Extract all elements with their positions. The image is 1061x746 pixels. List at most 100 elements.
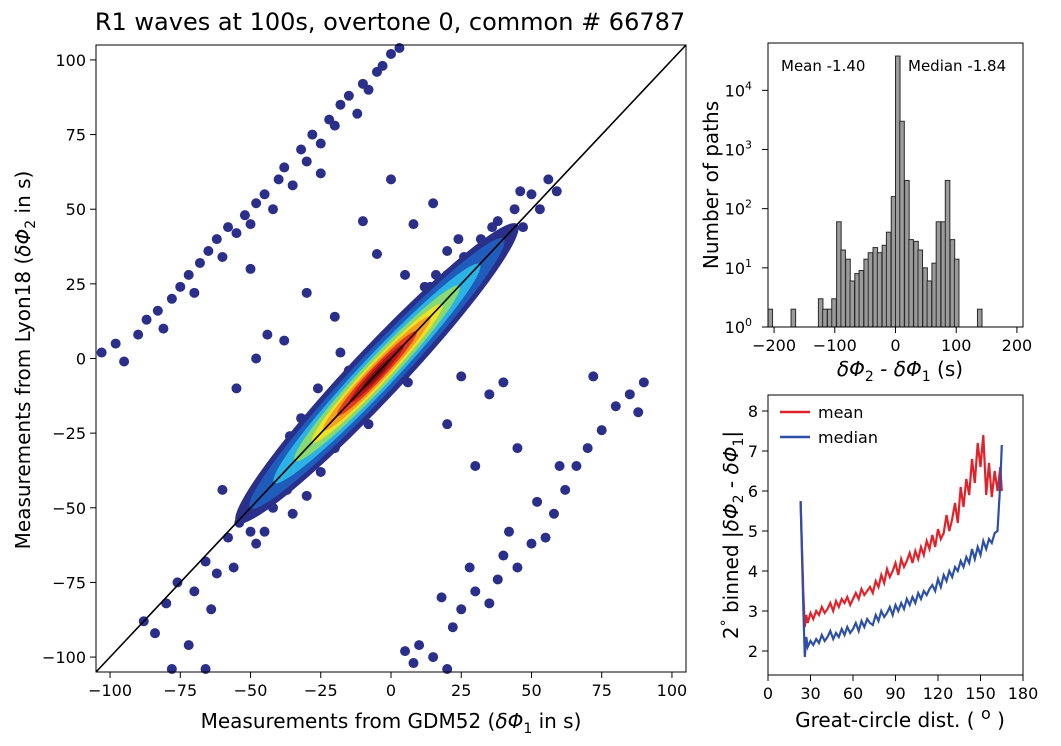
histogram-bar: [849, 280, 856, 328]
y-tick-label: 5: [748, 522, 758, 541]
scatter-point: [228, 562, 239, 573]
scatter-point: [453, 234, 464, 245]
main-y-ticks: −100 −75 −50 −25 0 25 50 75 100: [42, 51, 96, 667]
scatter-point: [596, 425, 607, 436]
y-tick-label: 25: [66, 275, 86, 294]
scatter-point: [189, 586, 200, 597]
y-tick-label: −100: [42, 648, 86, 667]
y-tick-label: 100: [725, 316, 752, 337]
scatter-point: [526, 538, 537, 549]
scatter-point: [301, 156, 312, 167]
histogram-y-label: Number of paths: [699, 101, 723, 269]
histogram-bar: [767, 308, 774, 328]
y-tick-label: 101: [725, 257, 752, 278]
x-tick-label: −100: [88, 681, 132, 700]
x-tick-label: 0: [890, 336, 900, 355]
scatter-point: [166, 293, 177, 304]
scatter-point: [279, 162, 290, 173]
y-tick-label: 104: [725, 79, 752, 100]
histogram-bar: [908, 239, 914, 328]
histogram-median-annotation: Median -1.84: [908, 57, 1006, 75]
scatter-point: [245, 263, 256, 274]
y-tick-label: −75: [52, 573, 86, 592]
scatter-point: [509, 204, 520, 215]
scatter-point: [534, 204, 545, 215]
x-tick-label: 90: [885, 684, 905, 703]
x-tick-label: −25: [304, 681, 338, 700]
scatter-point: [386, 174, 396, 185]
scatter-point: [158, 323, 169, 334]
scatter-point: [352, 108, 363, 119]
scatter-point: [638, 377, 649, 388]
series-line-median: [799, 444, 1003, 658]
scatter-point: [518, 222, 529, 233]
histogram-bar: [917, 249, 924, 328]
scatter-point: [273, 174, 284, 185]
scatter-point: [470, 586, 481, 597]
scatter-point: [571, 460, 582, 471]
scatter-point: [414, 640, 425, 651]
lineplot-y-label: 2° binned |δΦ2 - δΦ1|: [719, 431, 747, 639]
scatter-point: [633, 407, 644, 418]
scatter-point: [400, 269, 411, 280]
scatter-point: [456, 371, 467, 382]
scatter-point: [259, 526, 270, 537]
scatter-point: [512, 443, 523, 454]
main-x-label: Measurements from GDM52 (δΦ1 in s): [201, 709, 582, 737]
x-tick-label: 150: [965, 684, 996, 703]
lineplot-legend: mean median: [780, 403, 878, 447]
main-y-label: Measurements from Lyon18 (δΦ2 in s): [11, 171, 39, 550]
scatter-point: [624, 389, 635, 400]
scatter-point: [610, 401, 621, 412]
scatter-point: [307, 129, 318, 140]
y-tick-label: 8: [748, 402, 758, 421]
scatter-point: [428, 198, 439, 209]
x-tick-label: 50: [521, 681, 541, 700]
scatter-point: [428, 652, 439, 663]
legend-mean-label: mean: [818, 403, 863, 422]
scatter-point: [231, 228, 242, 239]
x-tick-label: 25: [451, 681, 471, 700]
scatter-point: [498, 550, 509, 561]
scatter-point: [312, 383, 323, 394]
scatter-point: [175, 281, 186, 292]
scatter-point: [183, 269, 194, 280]
histogram-bar: [831, 298, 837, 328]
scatter-point: [335, 347, 346, 358]
scatter-point: [200, 556, 211, 567]
scatter-point: [245, 526, 256, 537]
x-tick-label: 200: [1002, 336, 1033, 355]
y-tick-label: −25: [52, 424, 86, 443]
scatter-point: [245, 219, 256, 230]
lineplot-x-label: Great-circle dist. ( o ): [795, 704, 1005, 732]
scatter-point: [456, 604, 467, 615]
scatter-point: [194, 257, 205, 268]
histogram-bar: [858, 270, 865, 328]
x-tick-label: −50: [234, 681, 268, 700]
scatter-point: [515, 186, 526, 197]
scatter-point: [223, 532, 234, 543]
scatter-point: [560, 484, 571, 495]
x-tick-label: 0: [763, 684, 773, 703]
histogram-bar: [867, 252, 874, 328]
scatter-point: [548, 508, 559, 519]
scatter-point: [543, 174, 554, 185]
legend-median-label: median: [818, 428, 878, 447]
scatter-point: [183, 640, 194, 651]
scatter-point: [329, 120, 340, 131]
histogram-x-ticks: −200 −100 0 100 200: [752, 327, 1032, 355]
x-tick-label: 100: [941, 336, 972, 355]
scatter-point: [408, 658, 419, 669]
y-tick-label: 2: [748, 642, 758, 661]
x-tick-label: −75: [163, 681, 197, 700]
y-tick-label: 3: [748, 602, 758, 621]
scatter-point: [217, 484, 228, 495]
histogram-bar: [935, 221, 942, 328]
scatter-point: [377, 60, 388, 71]
scatter-point: [442, 419, 453, 430]
scatter-point: [484, 389, 495, 400]
scatter-point: [301, 287, 312, 298]
histogram-mean-annotation: Mean -1.40: [781, 57, 865, 75]
scatter-point: [343, 90, 354, 101]
scatter-point: [551, 186, 562, 197]
